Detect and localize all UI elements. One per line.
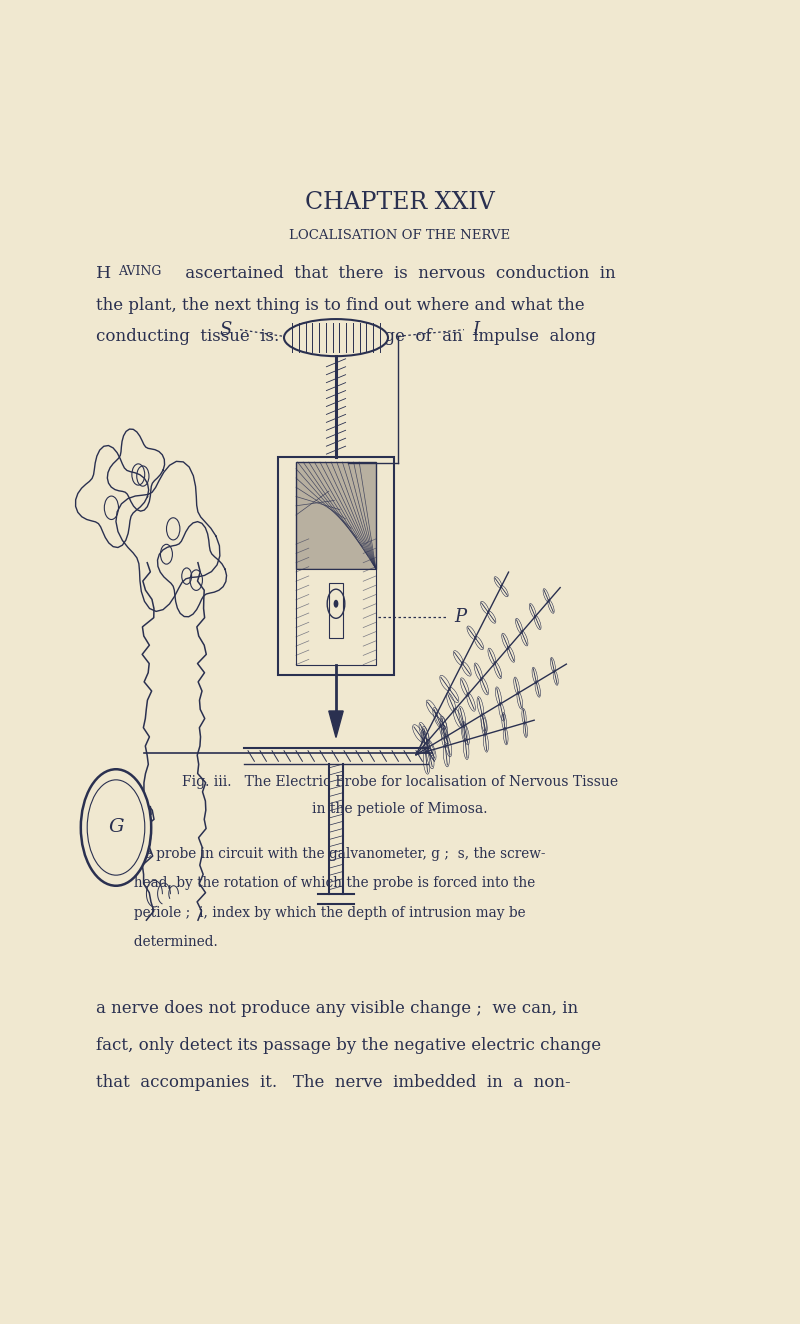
Text: Fig. iii.   The Electric Probe for localisation of Nervous Tissue: Fig. iii. The Electric Probe for localis… [182, 775, 618, 789]
Circle shape [334, 600, 338, 608]
Text: S: S [219, 320, 232, 339]
Text: a nerve does not produce any visible change ;  we can, in: a nerve does not produce any visible cha… [96, 1000, 578, 1017]
Text: H: H [96, 265, 111, 282]
Text: that  accompanies  it.   The  nerve  imbedded  in  a  non-: that accompanies it. The nerve imbedded … [96, 1074, 570, 1091]
Text: LOCALISATION OF THE NERVE: LOCALISATION OF THE NERVE [290, 229, 510, 242]
Text: head, by the rotation of which the probe is forced into the: head, by the rotation of which the probe… [112, 876, 535, 891]
Text: the plant, the next thing is to find out where and what the: the plant, the next thing is to find out… [96, 297, 585, 314]
FancyBboxPatch shape [278, 457, 394, 675]
Text: I: I [473, 320, 479, 339]
Text: CHAPTER XXIV: CHAPTER XXIV [305, 191, 495, 214]
Text: in the petiole of Mimosa.: in the petiole of Mimosa. [312, 802, 488, 817]
Circle shape [81, 769, 151, 886]
Text: conducting  tissue  is.   The  passage  of  an  impulse  along: conducting tissue is. The passage of an … [96, 328, 596, 346]
Text: determined.: determined. [112, 935, 218, 949]
FancyBboxPatch shape [329, 583, 343, 638]
Text: P: P [454, 608, 466, 626]
Text: p, the probe in circuit with the galvanometer, g ;  s, the screw-: p, the probe in circuit with the galvano… [112, 847, 546, 862]
Text: AVING: AVING [118, 265, 162, 278]
Text: fact, only detect its passage by the negative electric change: fact, only detect its passage by the neg… [96, 1037, 601, 1054]
Ellipse shape [284, 319, 388, 356]
Text: petiole ;  i, index by which the depth of intrusion may be: petiole ; i, index by which the depth of… [112, 906, 526, 920]
Polygon shape [329, 711, 343, 737]
FancyBboxPatch shape [296, 462, 376, 569]
Text: ascertained  that  there  is  nervous  conduction  in: ascertained that there is nervous conduc… [180, 265, 616, 282]
Text: G: G [108, 818, 124, 837]
FancyBboxPatch shape [296, 569, 376, 665]
